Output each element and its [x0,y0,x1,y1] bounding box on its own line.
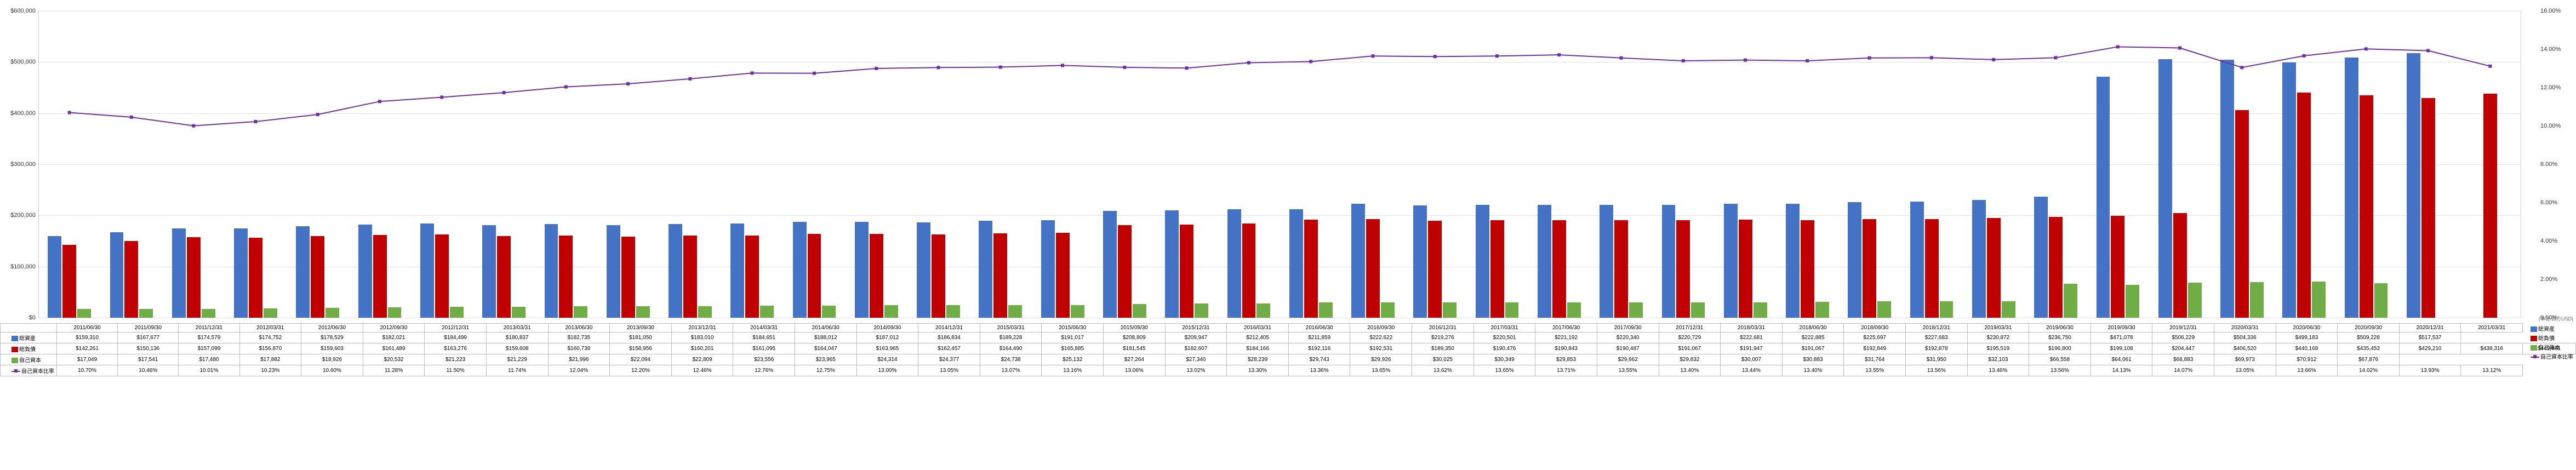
bar-group [225,11,287,318]
chart-container: $0$100,000$200,000$300,000$400,000$500,0… [0,0,2576,470]
bar-group [2025,11,2087,318]
bar-group [721,11,783,318]
bar-group [473,11,535,318]
legend: 総資産 総負債 自己資本 自己資本比率 [2531,323,2573,362]
bar-group [783,11,845,318]
bar-group [2211,11,2273,318]
bars-container [38,11,2521,318]
bar-group [969,11,1031,318]
legend-equity: 自己資本 [2538,345,2560,351]
bar-group [1032,11,1094,318]
bar-group [2459,11,2521,318]
bar-group [2335,11,2397,318]
bar-group [597,11,659,318]
legend-equity-ratio: 自己資本比率 [2540,354,2573,360]
bar-group [1404,11,1466,318]
bar-group [1652,11,1714,318]
bar-group [38,11,100,318]
bar-group [907,11,969,318]
bar-group [100,11,162,318]
bar-group [411,11,473,318]
bar-group [2397,11,2459,318]
bar-group [1900,11,1962,318]
bar-group [1156,11,1218,318]
bar-group [1218,11,1280,318]
bar-group [1280,11,1342,318]
bar-group [846,11,907,318]
bar-group [1466,11,1528,318]
bar-group [1528,11,1590,318]
bar-group [2149,11,2211,318]
bar-group [659,11,721,318]
bar-group [1342,11,1404,318]
bar-group [1715,11,1777,318]
legend-total-assets: 総資産 [2538,326,2555,333]
bar-group [1963,11,2025,318]
bar-group [1777,11,1838,318]
bar-group [1838,11,1900,318]
bar-group [1094,11,1156,318]
bar-group [535,11,597,318]
legend-total-liabilities: 総負債 [2538,336,2555,342]
bar-group [2273,11,2335,318]
bar-group [349,11,410,318]
bar-group [2087,11,2149,318]
bar-group [163,11,225,318]
data-table: 2011/06/302011/09/302011/12/312012/03/31… [0,323,2576,376]
bar-group [287,11,349,318]
bar-group [1590,11,1652,318]
unit-label: (単位:百万USD) [2539,315,2574,322]
